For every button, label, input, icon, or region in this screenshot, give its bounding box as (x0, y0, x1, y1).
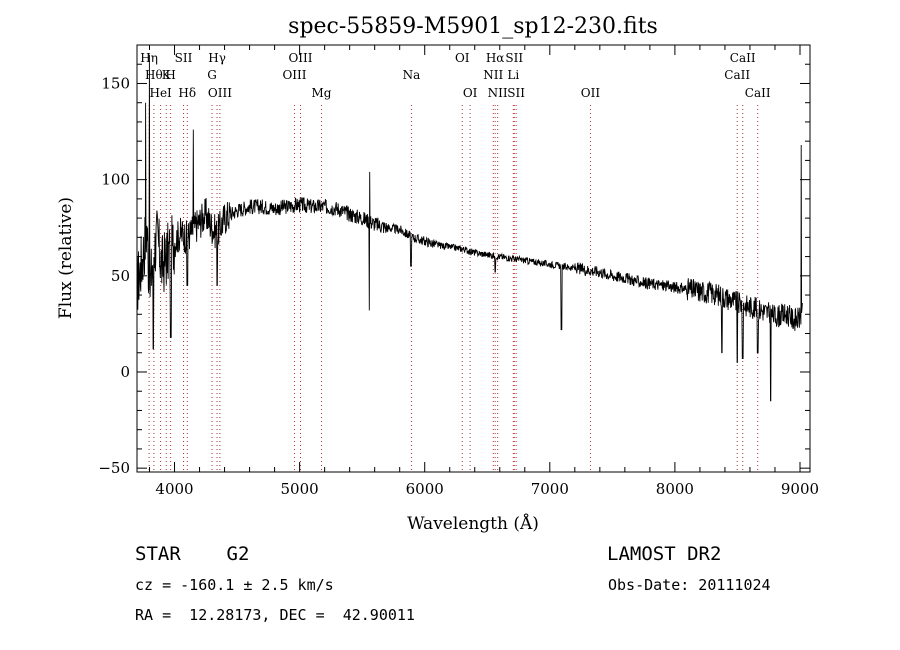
chart-title: spec-55859-M5901_sp12-230.fits (288, 14, 658, 39)
line-marker-label: OIII (282, 68, 306, 82)
line-marker-label: CaII (730, 51, 756, 65)
x-tick-label: 5000 (281, 480, 319, 498)
line-marker-label: Li (507, 68, 519, 82)
ra-dec: RA = 12.28173, DEC = 42.90011 (135, 606, 415, 624)
line-marker-label: OII (581, 86, 601, 100)
y-tick-label: 50 (111, 267, 130, 285)
line-marker-label: G (207, 68, 217, 82)
line-marker-label: SII (507, 86, 525, 100)
survey-name: LAMOST DR2 (607, 543, 722, 565)
line-marker-label: NII (488, 86, 508, 100)
y-axis: −50 0 50 100 150 (98, 63, 810, 477)
line-marker-label: OIII (208, 86, 232, 100)
line-marker-label: SII (505, 51, 523, 65)
line-marker-label: Mg (312, 86, 332, 100)
y-tick-label: −50 (98, 459, 130, 477)
x-tick-label: 9000 (781, 480, 819, 498)
line-markers: HηHθHeIKHSIIHδGHγOIIIOIIIOIIIMgNaOIOINII… (140, 51, 771, 472)
x-tick-label: 7000 (531, 480, 569, 498)
line-marker-label: Hδ (178, 86, 196, 100)
line-marker-label: Hθ (145, 68, 163, 82)
y-tick-label: 100 (101, 171, 130, 189)
line-marker-label: HeI (149, 86, 172, 100)
spectrum-line (136, 54, 803, 402)
plot-frame (136, 44, 811, 473)
y-tick-label: 150 (101, 74, 130, 92)
x-tick-label: 6000 (406, 480, 444, 498)
redshift-velocity: cz = -160.1 ± 2.5 km/s (135, 576, 334, 594)
line-marker-label: SII (175, 51, 193, 65)
observation-date: Obs-Date: 20111024 (608, 576, 771, 594)
y-tick-label: 0 (120, 363, 130, 381)
x-axis: 4000 5000 6000 7000 8000 9000 (149, 45, 819, 498)
line-marker-label: Hα (486, 51, 505, 65)
object-class: STAR G2 (135, 543, 250, 565)
line-marker-label: OI (455, 51, 470, 65)
line-marker-label: CaII (724, 68, 750, 82)
line-marker-label: H (165, 68, 175, 82)
x-tick-label: 4000 (155, 480, 193, 498)
x-axis-label: Wavelength (Å) (407, 513, 539, 534)
line-marker-label: NII (483, 68, 503, 82)
x-tick-label: 8000 (656, 480, 694, 498)
y-axis-label: Flux (relative) (56, 197, 76, 319)
line-marker-label: CaII (745, 86, 771, 100)
line-marker-label: OIII (288, 51, 312, 65)
line-marker-label: K (162, 68, 172, 82)
line-marker-label: Hγ (208, 51, 226, 65)
line-marker-label: OI (463, 86, 478, 100)
line-marker-label: Na (403, 68, 421, 82)
